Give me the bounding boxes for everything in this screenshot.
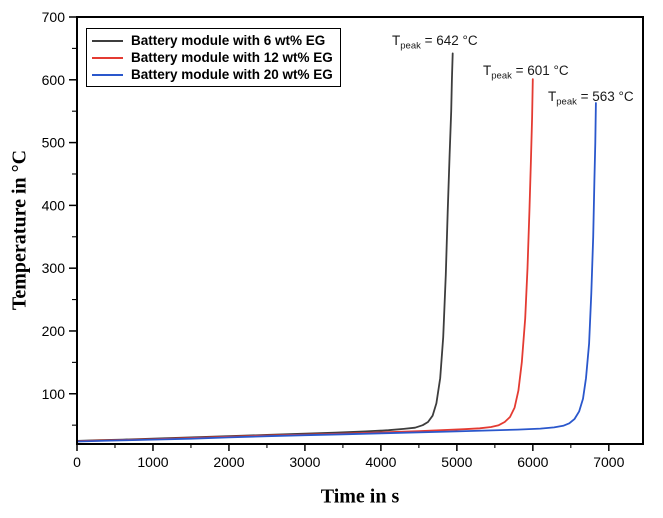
legend-item: Battery module with 6 wt% EG — [92, 32, 334, 49]
annotation-subscript: peak — [491, 70, 512, 82]
y-axis-title: Temperature in °C — [8, 149, 31, 311]
series-line-3 — [76, 102, 597, 443]
tick-label: 4000 — [365, 454, 396, 470]
tick-label: 2000 — [213, 454, 244, 470]
annotation-value: = 601 °C — [511, 63, 569, 78]
annotation-symbol: T — [483, 63, 492, 78]
annotation-value: = 563 °C — [576, 89, 634, 104]
series-line-2 — [76, 78, 534, 443]
legend-item-label: Battery module with 12 wt% EG — [131, 50, 333, 65]
x-axis-title: Time in s — [320, 485, 400, 508]
tick-label: 600 — [42, 72, 66, 88]
peak-annotation-blue: Tpeak = 563 °C — [548, 89, 634, 107]
tick-label: 5000 — [441, 454, 472, 470]
tick-label: 7000 — [593, 454, 624, 470]
series-line-1 — [76, 52, 454, 442]
tick-label: 200 — [42, 323, 66, 339]
tick-label: 400 — [42, 197, 66, 213]
plot-frame — [76, 16, 644, 445]
legend-item: Battery module with 20 wt% EG — [92, 66, 334, 83]
tick-label: 300 — [42, 260, 66, 276]
tick-label: 1000 — [137, 454, 168, 470]
tick-label: 0 — [73, 454, 81, 470]
tick-label: 500 — [42, 135, 66, 151]
annotation-subscript: peak — [400, 40, 421, 52]
tick-label: 6000 — [517, 454, 548, 470]
legend-line-swatch-red — [92, 56, 123, 59]
legend-item: Battery module with 12 wt% EG — [92, 49, 334, 66]
tick-label: 3000 — [289, 454, 320, 470]
legend-line-swatch-blue — [92, 73, 123, 76]
legend: Battery module with 6 wt% EG Battery mod… — [86, 28, 341, 87]
annotation-value: = 642 °C — [420, 33, 478, 48]
annotation-symbol: T — [548, 89, 557, 104]
annotation-symbol: T — [392, 33, 401, 48]
annotation-subscript: peak — [556, 96, 577, 108]
tick-label: 700 — [42, 9, 66, 25]
legend-line-swatch-black — [92, 39, 123, 42]
peak-annotation-red: Tpeak = 601 °C — [483, 63, 569, 81]
tick-label: 100 — [42, 386, 66, 402]
legend-item-label: Battery module with 6 wt% EG — [131, 33, 326, 48]
peak-annotation-black: Tpeak = 642 °C — [392, 33, 478, 51]
legend-item-label: Battery module with 20 wt% EG — [131, 67, 333, 82]
